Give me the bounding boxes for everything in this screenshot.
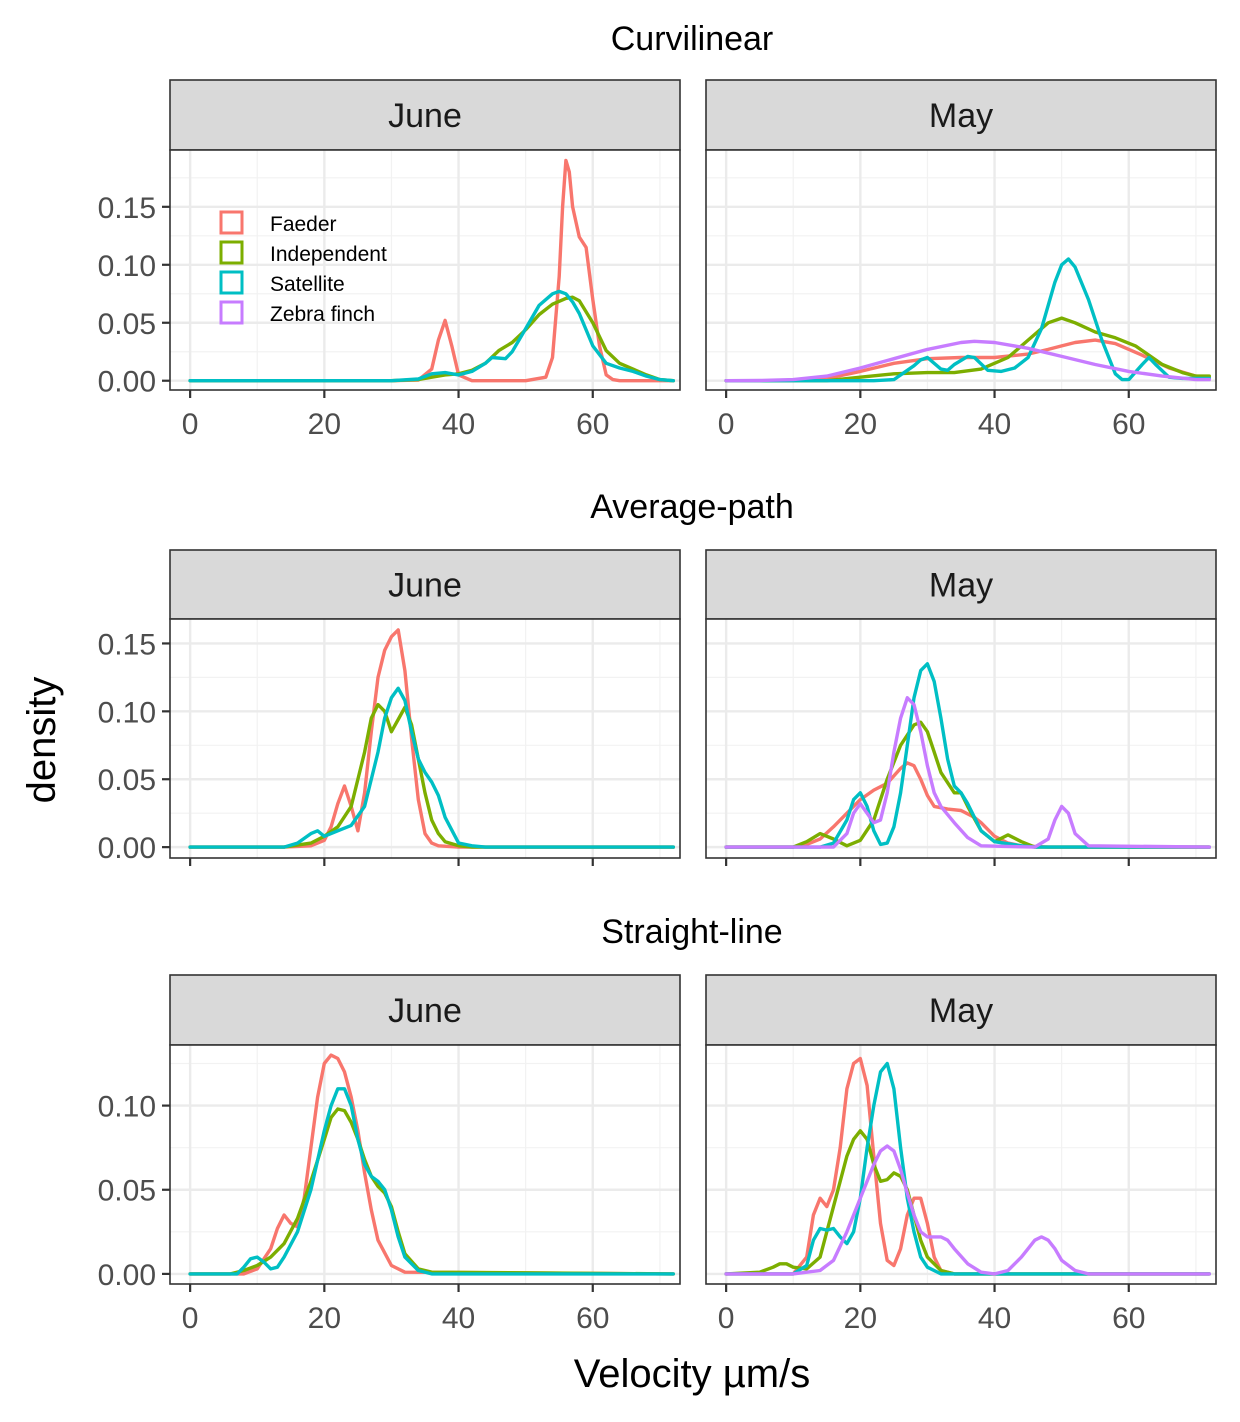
y-tick-label: 0.00 [98,366,156,399]
panel-background [170,1045,680,1284]
facet-strip [169,549,681,620]
row-title: Curvilinear [611,20,774,58]
legend-label: Independent [270,243,387,266]
x-tick-label: 60 [1112,408,1145,441]
x-tick-label: 60 [576,408,609,441]
density-line-independent [188,702,675,849]
legend-label: Satellite [270,273,345,296]
facet-strip-label: June [388,97,462,135]
y-tick-label: 0.10 [98,250,156,283]
y-tick-label: 0.00 [98,832,156,865]
density-line-zebra-finch [724,1144,1211,1276]
density-line-independent [724,316,1211,383]
legend: Faeder Independent Satellite Zebra finch [219,210,387,326]
density-line-faeder [724,1056,1211,1276]
facet-strip-label: May [929,567,993,605]
legend-key [219,300,244,325]
x-tick-label: 40 [442,1302,475,1335]
density-line-faeder [724,761,1211,849]
row-title: Average-path [590,488,794,526]
row-title: Straight-line [601,913,782,951]
panel-border [705,618,1217,859]
density-line-satellite [188,686,675,849]
legend-key [219,210,244,235]
y-tick-label: 0.05 [98,764,156,797]
facet-strip [169,974,681,1046]
panel-border [169,149,681,391]
y-tick-label: 0.00 [98,1259,156,1292]
x-tick-label: 40 [978,408,1011,441]
x-tick-label: 60 [576,1302,609,1335]
y-tick-label: 0.05 [98,308,156,341]
panel-background [706,1045,1216,1284]
facet-strip [705,79,1217,151]
density-line-faeder [188,158,675,383]
x-tick-label: 0 [718,1302,735,1335]
panel-background [170,619,680,858]
x-axis-title: Velocity µm/s [574,1352,810,1396]
legend-key [219,270,244,295]
panel-border [169,618,681,859]
density-line-faeder [188,1053,675,1276]
y-tick-label: 0.05 [98,1175,156,1208]
x-tick-label: 20 [308,1302,341,1335]
panel-background [170,150,680,390]
density-line-satellite [724,662,1211,849]
density-line-satellite [724,257,1211,383]
facet-strip-label: May [929,97,993,135]
facet-strip [169,79,681,151]
y-axis-title: density [20,677,64,804]
facet-strip-label: June [388,567,462,605]
x-tick-label: 0 [182,1302,199,1335]
x-tick-label: 0 [718,408,735,441]
legend-key [219,240,244,265]
x-tick-label: 60 [1112,1302,1145,1335]
density-line-satellite [188,289,675,383]
density-line-satellite [188,1087,675,1276]
density-line-satellite [724,1061,1211,1276]
x-tick-label: 40 [442,408,475,441]
legend-label: Faeder [270,213,337,236]
y-tick-label: 0.15 [98,628,156,661]
facet-strip-label: June [388,992,462,1030]
y-tick-label: 0.15 [98,192,156,225]
y-tick-label: 0.10 [98,1091,156,1124]
facet-strip [705,974,1217,1046]
panel-background [706,619,1216,858]
x-tick-label: 20 [844,408,877,441]
x-tick-label: 20 [844,1302,877,1335]
density-line-zebra-finch [724,339,1211,383]
facet-strip [705,549,1217,620]
panel-border [705,1044,1217,1285]
density-line-independent [188,295,675,383]
x-tick-label: 40 [978,1302,1011,1335]
x-tick-label: 20 [308,408,341,441]
panel-border [169,1044,681,1285]
panel-border [705,149,1217,391]
legend-label: Zebra finch [270,303,375,326]
y-tick-label: 0.10 [98,696,156,729]
density-line-zebra-finch [724,696,1211,849]
x-tick-label: 0 [182,408,199,441]
facet-strip-label: May [929,992,993,1030]
